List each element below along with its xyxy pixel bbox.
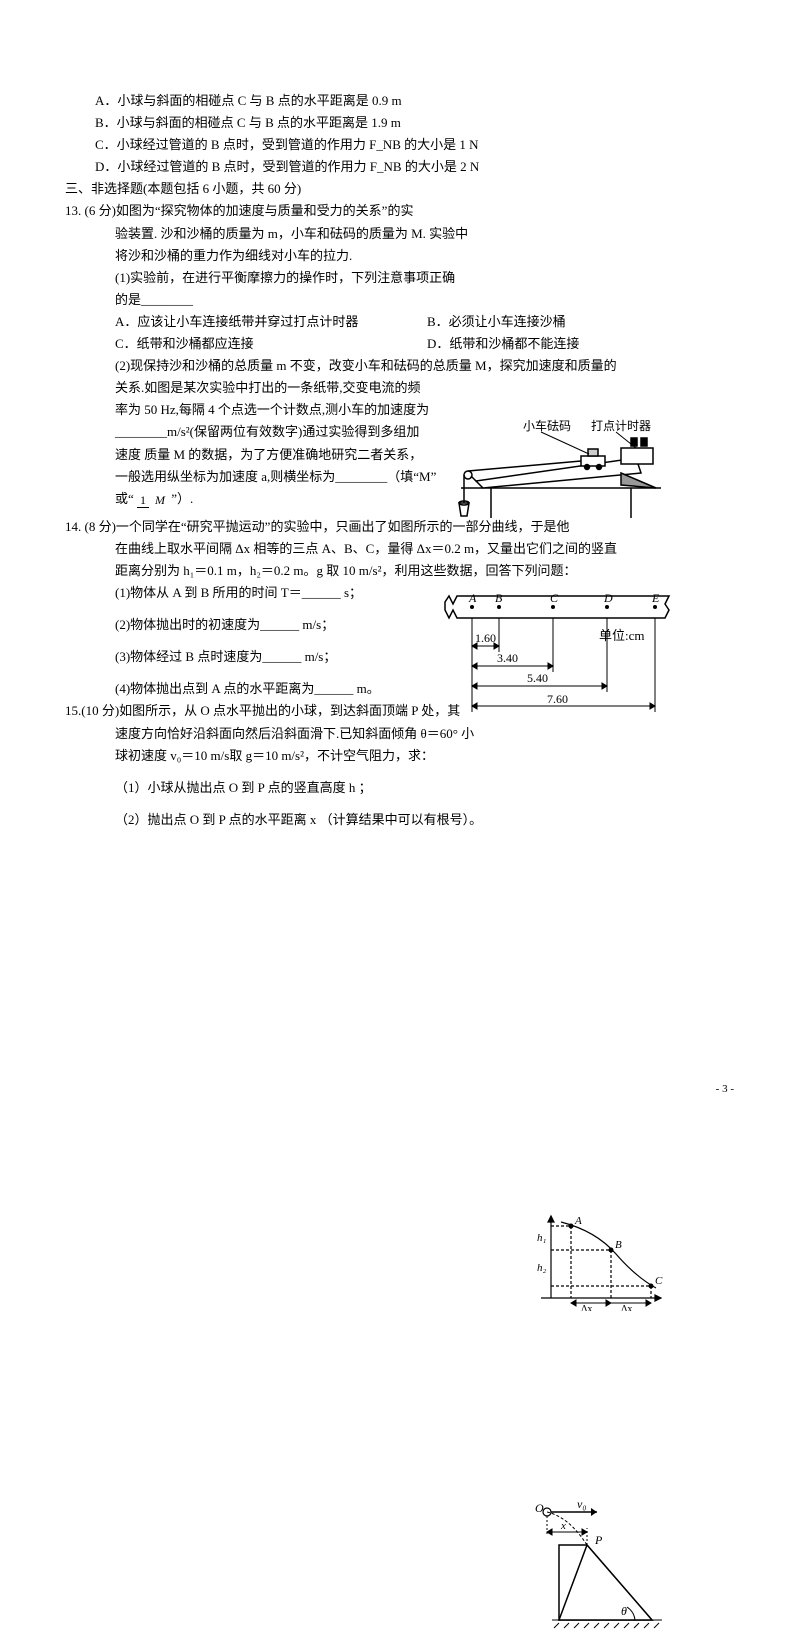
q15-line3: 球初速度 v₀＝10 m/s取 g＝10 m/s²，不计空气阻力，求：	[115, 745, 565, 767]
q13-opt-b: B．必须让小车连接沙桶	[427, 311, 739, 333]
svg-text:θ: θ	[621, 1604, 627, 1618]
q13-line2: 验装置. 沙和沙桶的质量为 m，小车和砝码的质量为 M. 实验中	[115, 223, 739, 245]
q15-p1: （1）小球从抛出点 O 到 P 点的竖直高度 h ；	[115, 777, 739, 799]
prev-opt-a: A．小球与斜面的相碰点 C 与 B 点的水平距离是 0.9 m	[95, 90, 739, 112]
svg-text:O: O	[535, 1501, 544, 1515]
svg-text:C: C	[655, 1275, 663, 1287]
q15-p2: （2）抛出点 O 到 P 点的水平距离 x （计算结果中可以有根号）。	[115, 809, 739, 831]
page-footer: - 3 -	[716, 1080, 734, 1099]
prev-opt-d: D．小球经过管道的 B 点时，受到管道的作用力 F_NB 的大小是 2 N	[95, 156, 739, 178]
q14-line3: 距离分别为 h₁＝0.1 m，h₂＝0.2 m。g 取 10 m/s²，利用这些…	[115, 560, 739, 582]
fraction-1-over-M: 1 M	[137, 494, 168, 506]
cart-apparatus-figure: 小车砝码 打点计时器	[441, 418, 671, 530]
q15-line2: 速度方向恰好沿斜面向然后沿斜面滑下.已知斜面倾角 θ＝60° 小	[115, 723, 565, 745]
q13-opt-a: A．应该让小车连接纸带并穿过打点计时器	[115, 311, 427, 333]
q13-options: A．应该让小车连接纸带并穿过打点计时器 B．必须让小车连接沙桶 C．纸带和沙桶都…	[115, 311, 739, 355]
q15-line1: 15.(10 分)如图所示，从 O 点水平抛出的小球，到达斜面顶端 P 处，其	[65, 700, 535, 722]
svg-text:x: x	[560, 1520, 566, 1532]
q13-p2b: 关系.如图是某次实验中打出的一条纸带,交变电流的频	[115, 377, 535, 399]
q13-p2a: (2)现保持沙和沙桶的总质量 m 不变，改变小车和砝码的总质量 M，探究加速度和…	[115, 355, 739, 377]
prev-opt-c: C．小球经过管道的 B 点时，受到管道的作用力 F_NB 的大小是 1 N	[95, 134, 739, 156]
svg-text:B: B	[615, 1239, 622, 1251]
section-3-title: 三、非选择题(本题包括 6 小题，共 60 分)	[65, 178, 739, 200]
parabola-figure: A B C h₁ h₂ Δx Δx	[531, 1206, 671, 1318]
svg-text:A: A	[574, 1215, 582, 1227]
q14-p1: (1)物体从 A 到 B 所用的时间 T＝______ s；	[115, 582, 739, 604]
q14-p3: (3)物体经过 B 点时速度为______ m/s；	[115, 646, 739, 668]
q14-line2: 在曲线上取水平间隔 Δx 相等的三点 A、B、C，量得 Δx＝0.2 m，又量出…	[115, 538, 739, 560]
svg-text:Δx: Δx	[621, 1304, 632, 1311]
svg-text:P: P	[594, 1533, 603, 1547]
q13-line3: 将沙和沙桶的重力作为细线对小车的拉力.	[115, 245, 739, 267]
q13-p2g-pre: 或“	[115, 491, 134, 506]
q13-p2g-post: ”）.	[171, 491, 193, 506]
q13-p1b: 的是________	[115, 289, 739, 311]
q13-opt-c: C．纸带和沙桶都应连接	[115, 333, 427, 355]
svg-text:h₂: h₂	[537, 1262, 547, 1274]
q13-line1: 13. (6 分)如图为“探究物体的加速度与质量和受力的关系”的实	[65, 200, 739, 222]
prev-opt-b: B．小球与斜面的相碰点 C 与 B 点的水平距离是 1.9 m	[95, 112, 739, 134]
q14-p2: (2)物体抛出时的初速度为______ m/s；	[115, 614, 739, 636]
svg-text:Δx: Δx	[581, 1304, 592, 1311]
q13-p1a: (1)实验前，在进行平衡摩擦力的操作时，下列注意事项正确	[115, 267, 739, 289]
incline-projectile-figure: O v₀ P x θ	[527, 1500, 667, 1647]
q14-p4: (4)物体抛出点到 A 点的水平距离为______ m。	[115, 678, 739, 700]
cart-label-left: 小车砝码	[523, 418, 571, 433]
svg-text:h₁: h₁	[537, 1232, 547, 1244]
q14-line1: 14. (8 分)一个同学在“研究平抛运动”的实验中，只画出了如图所示的一部分曲…	[65, 516, 739, 538]
svg-text:v₀: v₀	[577, 1500, 587, 1511]
cart-label-right: 打点计时器	[591, 419, 651, 433]
q13-opt-d: D．纸带和沙桶都不能连接	[427, 333, 739, 355]
